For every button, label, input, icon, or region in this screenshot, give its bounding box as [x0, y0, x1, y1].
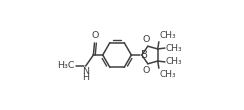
Text: O: O [143, 35, 150, 44]
Text: O: O [143, 66, 150, 75]
Text: H: H [82, 73, 89, 82]
Text: CH₃: CH₃ [159, 70, 176, 79]
Text: CH₃: CH₃ [165, 44, 182, 53]
Text: B: B [141, 50, 148, 60]
Text: CH₃: CH₃ [165, 57, 182, 66]
Text: O: O [91, 31, 99, 40]
Text: CH₃: CH₃ [159, 31, 176, 40]
Text: H₃C: H₃C [58, 61, 75, 70]
Text: N: N [82, 67, 89, 76]
